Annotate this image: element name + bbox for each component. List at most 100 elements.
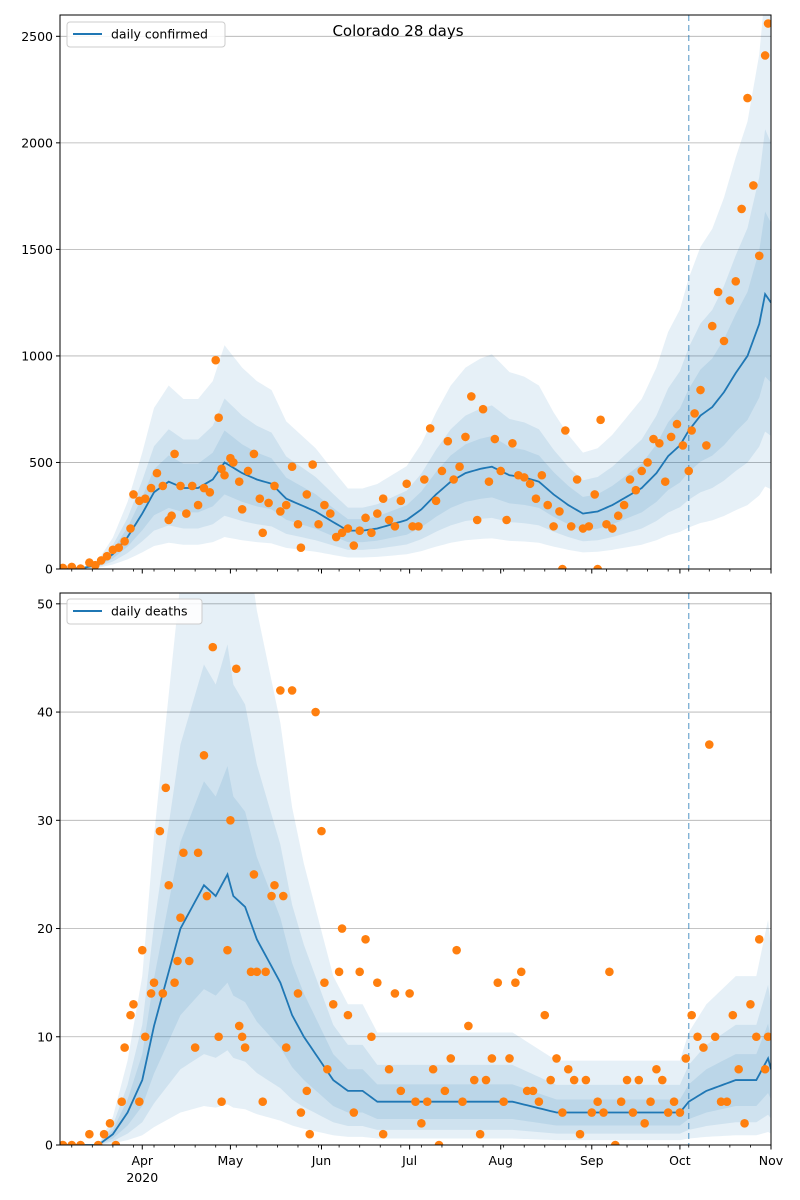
deaths-y-ticks: 0 10 20 30 40 50: [37, 596, 60, 1153]
data-point: [93, 1140, 103, 1145]
data-point: [184, 956, 194, 966]
data-point: [208, 642, 218, 652]
data-point: [452, 945, 461, 955]
data-point: [431, 496, 441, 506]
data-point: [396, 1086, 406, 1096]
data-point: [425, 424, 435, 433]
data-point: [408, 522, 417, 531]
data-point: [696, 385, 705, 395]
x-tick-label: May: [217, 1153, 243, 1168]
deaths-legend-label: daily deaths: [111, 604, 188, 619]
confirmed-legend: daily confirmed: [66, 21, 226, 48]
data-point: [596, 415, 605, 425]
data-point: [149, 978, 159, 987]
data-point: [311, 707, 320, 717]
data-point: [129, 490, 138, 499]
data-point: [337, 924, 347, 933]
data-point: [167, 511, 176, 521]
data-point: [308, 460, 317, 469]
data-point: [179, 848, 188, 858]
data-point: [746, 999, 755, 1009]
data-point: [158, 481, 168, 491]
data-point: [384, 515, 394, 525]
data-point: [211, 355, 221, 365]
data-point: [555, 507, 564, 516]
data-point: [276, 507, 285, 516]
y-tick-label: 500: [29, 455, 53, 470]
confirmed-panel: 0 500 1000 1500 2000 2500 Colorado 28 days da…: [21, 14, 772, 577]
data-point: [681, 1054, 691, 1063]
data-point: [390, 522, 400, 531]
data-point: [593, 1097, 602, 1107]
data-point: [243, 466, 253, 476]
data-point: [249, 449, 259, 459]
data-point: [625, 475, 635, 484]
data-point: [699, 1043, 708, 1052]
data-point: [287, 462, 297, 472]
data-point: [652, 1064, 661, 1074]
data-point: [628, 1108, 638, 1117]
data-point: [440, 1086, 450, 1096]
data-point: [231, 664, 241, 674]
confirmed-y-ticks: 0 500 1000 1500 2000 2500: [21, 29, 60, 577]
data-point: [85, 1129, 94, 1139]
data-point: [202, 891, 212, 901]
data-point: [622, 1075, 632, 1085]
chart-title: Colorado 28 days: [332, 22, 463, 40]
y-tick-label: 40: [37, 705, 53, 720]
data-point: [378, 1129, 388, 1139]
data-point: [508, 438, 517, 448]
data-point: [522, 1086, 532, 1096]
data-point: [531, 494, 541, 503]
data-point: [657, 1075, 667, 1085]
data-point: [252, 967, 262, 977]
data-point: [170, 978, 179, 987]
data-point: [158, 989, 168, 998]
data-point: [405, 989, 414, 998]
data-point: [302, 490, 312, 499]
y-tick-label: 2000: [21, 135, 53, 150]
data-point: [420, 475, 429, 484]
data-point: [722, 1097, 732, 1107]
data-point: [569, 1075, 579, 1085]
data-point: [261, 967, 270, 977]
data-point: [384, 1064, 394, 1074]
data-point: [223, 945, 232, 955]
data-point: [140, 1032, 150, 1042]
data-point: [173, 956, 182, 966]
data-point: [516, 967, 526, 977]
data-point: [475, 1129, 485, 1139]
data-point: [499, 1097, 508, 1107]
data-point: [643, 458, 652, 467]
y-tick-label: 10: [37, 1029, 53, 1044]
data-point: [135, 1097, 144, 1107]
data-point: [754, 251, 764, 261]
data-point: [672, 419, 682, 429]
data-point: [120, 1043, 129, 1052]
data-point: [237, 1032, 247, 1042]
data-point: [719, 336, 729, 346]
data-point: [631, 485, 641, 495]
data-point: [464, 1021, 473, 1031]
x-tick-label: Aug: [488, 1153, 512, 1168]
data-point: [705, 740, 714, 749]
y-tick-label: 1500: [21, 242, 53, 257]
data-point: [264, 498, 273, 508]
data-point: [60, 1140, 68, 1145]
data-point: [566, 522, 576, 531]
data-point: [67, 1140, 77, 1145]
data-point: [599, 1108, 608, 1117]
data-point: [234, 1021, 244, 1031]
data-point: [120, 537, 129, 546]
data-point: [361, 935, 370, 944]
x-tick-label: Jun: [311, 1153, 332, 1168]
data-point: [434, 1140, 444, 1145]
data-point: [743, 93, 752, 103]
data-point: [587, 1108, 597, 1117]
data-point: [687, 1010, 696, 1020]
x-tick-label: Jul: [401, 1153, 417, 1168]
y-tick-label: 2500: [21, 29, 53, 44]
data-point: [525, 479, 535, 489]
data-point: [646, 1097, 655, 1107]
data-point: [293, 989, 303, 998]
